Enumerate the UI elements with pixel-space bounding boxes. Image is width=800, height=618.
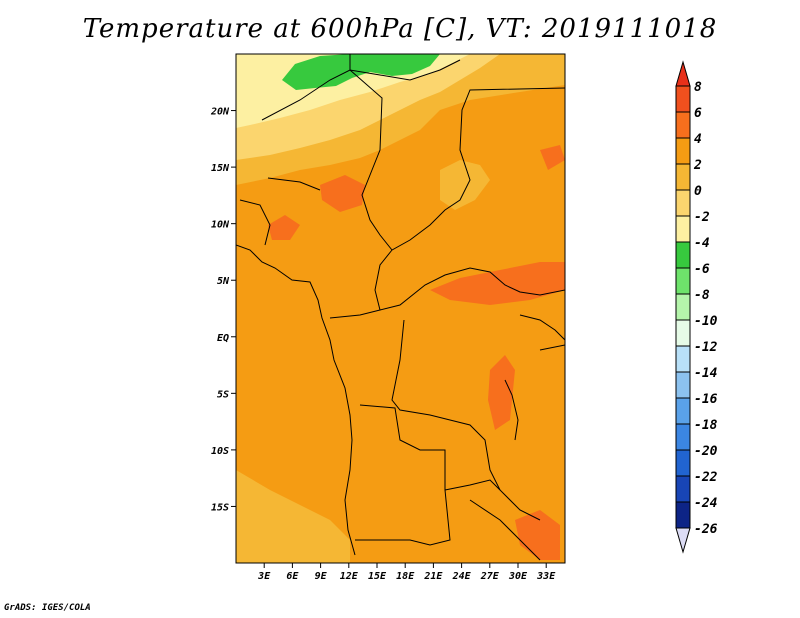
colorbar-box [675, 189, 691, 217]
colorbar-label: -6 [694, 262, 710, 277]
colorbar-box [675, 345, 691, 373]
colorbar-label: 2 [693, 158, 702, 173]
field-band-4-6-rift [488, 355, 515, 430]
colorbar-label: -8 [694, 288, 710, 303]
temperature-field [236, 54, 565, 563]
x-tick-label: 24E [452, 571, 472, 582]
colorbar-box [675, 293, 691, 321]
colorbar-label: -20 [694, 444, 718, 459]
colorbar-box [675, 267, 691, 295]
colorbar-label: 6 [694, 106, 702, 121]
colorbar-label: -14 [694, 366, 718, 381]
y-tick-label: 15S [211, 502, 229, 513]
colorbar-box [675, 501, 691, 529]
x-tick-label: 33E [536, 571, 556, 582]
colorbar-label: -16 [694, 392, 718, 407]
x-tick-label: 12E [340, 571, 359, 582]
x-tick-label: 30E [508, 571, 528, 582]
x-tick-label: 15E [368, 571, 387, 582]
colorbar-box [675, 137, 691, 165]
y-tick-label: 10S [211, 446, 229, 457]
field-band-0-2-east [440, 160, 490, 210]
plot-frame [235, 53, 566, 564]
x-tick-label: 6E [286, 571, 299, 582]
colorbar-box [675, 163, 691, 191]
colorbar-arrow-top [675, 60, 691, 87]
field-band-4-6-central [430, 262, 565, 305]
colorbar-label: -18 [694, 418, 718, 433]
field-band-4-6-west [268, 215, 300, 240]
colorbar-label: -26 [694, 522, 718, 537]
colorbar-box [675, 371, 691, 399]
colorbar: 8 6 4 2 0 -2 -4 -6 -8 -10 -12 -14 -16 -18 -20 -22 -24 -26 [675, 60, 718, 554]
colorbar-box [675, 319, 691, 347]
y-tick-label: 5S [217, 389, 229, 400]
field-band-4-6-nigeria [320, 175, 365, 212]
colorbar-box [675, 111, 691, 139]
footer-credit: GrADS: IGES/COLA [4, 603, 91, 613]
x-tick-label: 3E [257, 571, 271, 582]
chart-title: Temperature at 600hPa [C], VT: 201911101… [82, 14, 718, 44]
map-borders [236, 54, 565, 561]
colorbar-label: 4 [694, 132, 702, 147]
y-tick-label: 15N [211, 163, 230, 174]
field-band-0-2-southwest [236, 470, 350, 563]
colorbar-box [675, 423, 691, 451]
x-tick-label: 9E [315, 571, 328, 582]
x-axis: 3E 6E 9E 12E 15E 18E 21E 24E 27E 30E 33E [257, 563, 556, 582]
colorbar-label: -12 [694, 340, 718, 355]
x-tick-label: 18E [396, 571, 415, 582]
colorbar-label: -4 [694, 236, 710, 251]
colorbar-box [675, 85, 691, 113]
field-band-4-6-south [515, 510, 560, 560]
x-tick-label: 27E [480, 571, 500, 582]
field-band-4-6-east [540, 145, 565, 170]
colorbar-label: 0 [694, 184, 702, 199]
y-tick-label: EQ [217, 333, 229, 344]
colorbar-label: -24 [694, 496, 718, 511]
colorbar-box [675, 241, 691, 269]
colorbar-box [675, 397, 691, 425]
colorbar-arrow-bottom [675, 527, 691, 554]
colorbar-box [675, 475, 691, 503]
y-tick-label: 10N [211, 220, 230, 231]
colorbar-box [675, 215, 691, 243]
colorbar-label: -2 [694, 210, 710, 225]
x-tick-label: 21E [423, 571, 443, 582]
y-tick-label: 20N [210, 107, 230, 118]
colorbar-label: -10 [694, 314, 718, 329]
colorbar-label: -22 [694, 470, 718, 485]
colorbar-label: 8 [694, 80, 702, 95]
y-axis: 20N 15N 10N 5N EQ 5S 10S 15S [210, 107, 236, 513]
colorbar-box [675, 449, 691, 477]
y-tick-label: 5N [217, 276, 230, 287]
